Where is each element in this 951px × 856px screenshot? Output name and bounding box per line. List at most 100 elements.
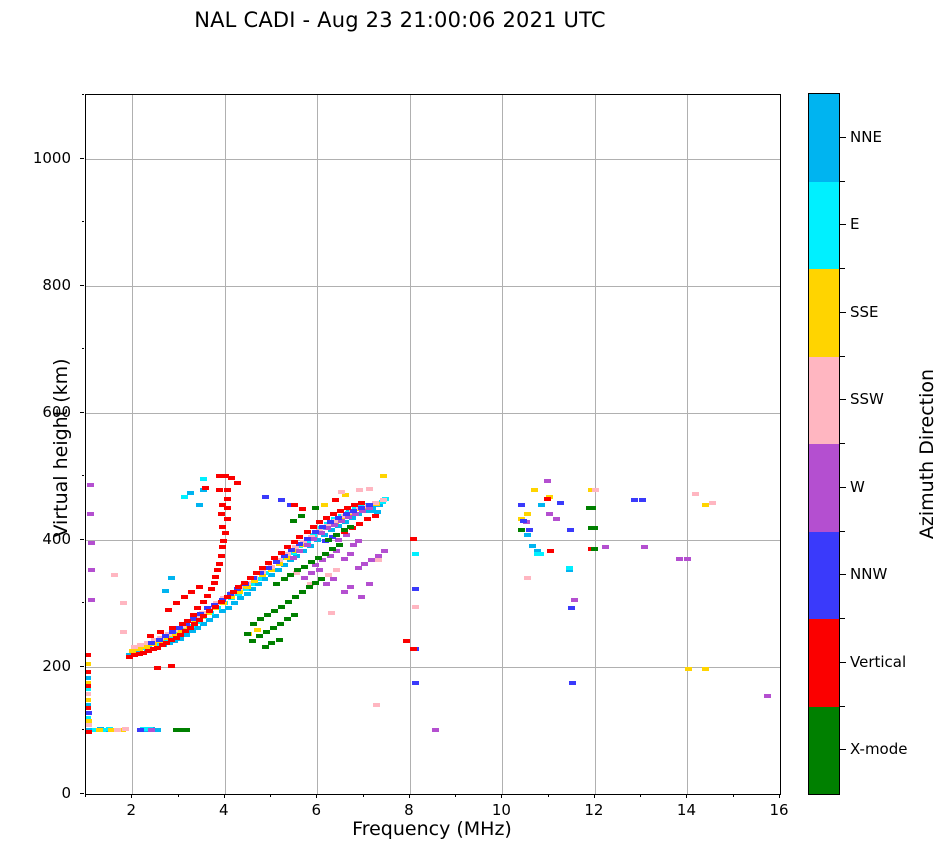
data-point — [177, 636, 185, 641]
data-point — [248, 582, 256, 587]
data-point — [355, 539, 363, 544]
data-point — [88, 568, 96, 573]
data-point — [373, 510, 381, 515]
data-point — [368, 558, 376, 563]
data-point — [327, 528, 335, 533]
data-point — [293, 570, 300, 575]
data-point — [218, 545, 226, 550]
data-point — [180, 595, 188, 599]
data-point — [314, 555, 322, 560]
colorbar-boundary-tick — [840, 705, 845, 707]
data-point — [86, 661, 91, 666]
x-tick — [316, 794, 318, 798]
data-point — [262, 629, 270, 634]
x-tick-minor — [547, 794, 549, 797]
data-point — [170, 633, 178, 638]
colorbar[interactable] — [808, 93, 840, 795]
data-point — [183, 728, 191, 733]
data-point — [320, 502, 328, 507]
x-tick-label: 14 — [676, 801, 696, 819]
colorbar-label-sse: SSE — [850, 302, 879, 321]
data-point — [411, 604, 419, 609]
data-point — [336, 542, 344, 547]
data-point — [87, 482, 95, 487]
x-tick — [686, 794, 688, 798]
gridline-vertical — [502, 95, 504, 794]
x-tick-label: 6 — [311, 801, 322, 819]
colorbar-tick — [840, 224, 846, 226]
data-point — [86, 669, 91, 674]
data-point — [147, 634, 155, 639]
gridline-vertical — [594, 95, 596, 794]
data-point — [215, 474, 223, 479]
colorbar-segment-w[interactable] — [809, 444, 839, 532]
data-point — [591, 526, 599, 531]
data-point — [259, 573, 267, 578]
x-tick-minor — [732, 794, 734, 797]
colorbar-segment-x-mode[interactable] — [809, 706, 839, 794]
data-point — [410, 647, 418, 652]
data-point — [177, 728, 185, 733]
data-point — [206, 617, 214, 622]
data-point — [88, 598, 96, 603]
data-point — [140, 650, 148, 655]
plot-area[interactable] — [85, 94, 781, 795]
colorbar-segment-vertical[interactable] — [809, 619, 839, 707]
data-point — [340, 556, 348, 561]
data-point — [208, 587, 216, 592]
data-point — [212, 604, 220, 609]
data-point — [763, 693, 771, 698]
data-point — [119, 629, 127, 634]
data-point — [303, 539, 311, 544]
data-point — [356, 488, 364, 493]
data-point — [356, 521, 364, 526]
data-point — [379, 474, 387, 479]
data-point — [290, 612, 298, 617]
data-point — [303, 530, 311, 535]
colorbar-segment-e[interactable] — [809, 181, 839, 269]
data-point — [630, 498, 638, 503]
data-point — [342, 512, 350, 517]
data-point — [215, 488, 223, 493]
data-point — [538, 502, 546, 507]
data-point — [197, 611, 205, 616]
data-point — [200, 614, 208, 619]
data-point — [402, 639, 410, 644]
data-point — [223, 488, 231, 493]
y-tick-minor — [81, 602, 84, 604]
data-point — [86, 718, 92, 723]
data-point — [150, 638, 158, 643]
colorbar-segment-sse[interactable] — [809, 269, 839, 357]
data-point — [556, 500, 564, 505]
data-point — [223, 506, 231, 511]
data-point — [363, 517, 371, 522]
data-point — [111, 572, 119, 577]
y-tick-minor — [81, 348, 84, 350]
data-point — [257, 617, 265, 622]
data-point — [86, 729, 92, 734]
data-point — [257, 570, 265, 575]
x-tick-minor — [640, 794, 642, 797]
data-point — [249, 639, 257, 644]
y-axis-label: Virtual height (km) — [50, 358, 72, 538]
data-point — [524, 532, 532, 537]
colorbar-segment-nnw[interactable] — [809, 531, 839, 619]
data-point — [531, 488, 539, 493]
colorbar-segment-nne[interactable] — [809, 94, 839, 182]
data-point — [137, 642, 145, 647]
colorbar-title: Azimuth Direction — [916, 368, 938, 540]
data-point — [357, 500, 365, 505]
y-tick-minor — [81, 94, 84, 95]
data-point — [177, 629, 185, 634]
x-tick — [501, 794, 503, 798]
data-point — [365, 582, 373, 587]
data-point — [283, 617, 291, 622]
colorbar-segment-ssw[interactable] — [809, 356, 839, 444]
y-tick — [80, 157, 84, 159]
data-point — [189, 612, 197, 617]
data-point — [325, 572, 333, 577]
data-point — [86, 697, 91, 702]
data-point — [544, 479, 552, 484]
data-point — [296, 541, 304, 546]
data-point — [300, 575, 308, 580]
